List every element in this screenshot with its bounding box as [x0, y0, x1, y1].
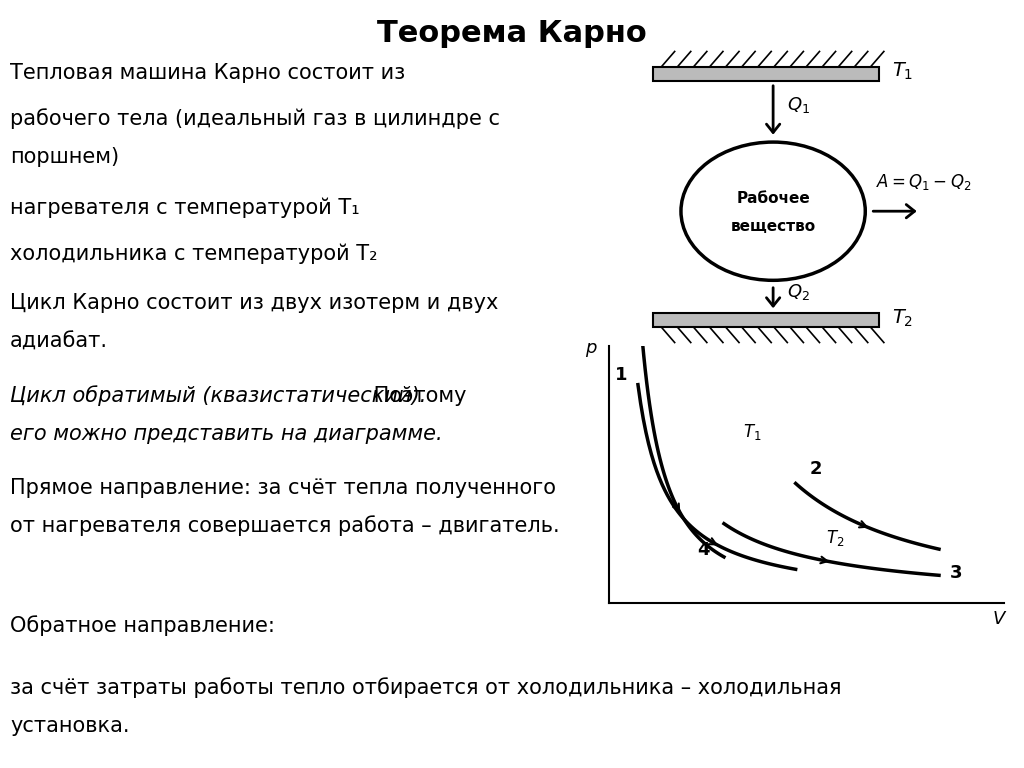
FancyArrowPatch shape	[766, 86, 780, 132]
Text: $V$: $V$	[992, 610, 1008, 628]
Bar	[653, 67, 879, 81]
Text: нагревателя с температурой Т₁: нагревателя с температурой Т₁	[10, 197, 359, 217]
Text: $Q_2$: $Q_2$	[787, 282, 810, 303]
Text: 2: 2	[810, 460, 822, 478]
Bar	[653, 313, 879, 327]
Text: Рабочее: Рабочее	[736, 191, 810, 207]
Text: Прямое направление: за счёт тепла полученного: Прямое направление: за счёт тепла получе…	[10, 478, 556, 498]
Text: Теорема Карно: Теорема Карно	[377, 18, 647, 48]
Text: Цикл Карно состоит из двух изотерм и двух: Цикл Карно состоит из двух изотерм и дву…	[10, 293, 499, 313]
Text: его можно представить на диаграмме.: его можно представить на диаграмме.	[10, 424, 442, 444]
Text: вещество: вещество	[730, 219, 816, 234]
Text: Цикл обратимый (квазистатический).: Цикл обратимый (квазистатический).	[10, 385, 427, 406]
Text: установка.: установка.	[10, 716, 130, 736]
Text: адиабат.: адиабат.	[10, 332, 109, 352]
Text: поршнем): поршнем)	[10, 147, 120, 167]
Text: 1: 1	[614, 366, 627, 384]
Text: рабочего тела (идеальный газ в цилиндре с: рабочего тела (идеальный газ в цилиндре …	[10, 108, 501, 130]
Text: 3: 3	[950, 564, 963, 581]
Text: $T_2$: $T_2$	[892, 307, 913, 329]
Text: $p$: $p$	[585, 341, 598, 359]
Text: $T_1$: $T_1$	[743, 422, 762, 442]
Text: Тепловая машина Карно состоит из: Тепловая машина Карно состоит из	[10, 63, 406, 83]
Circle shape	[681, 142, 865, 280]
Text: $A=Q_1-Q_2$: $A=Q_1-Q_2$	[876, 172, 971, 192]
Text: Обратное направление:: Обратное направление:	[10, 615, 275, 637]
Text: холодильника с температурой Т₂: холодильника с температурой Т₂	[10, 243, 378, 263]
FancyArrowPatch shape	[766, 288, 780, 306]
Text: $Q_1$: $Q_1$	[787, 95, 811, 115]
Text: за счёт затраты работы тепло отбирается от холодильника – холодильная: за счёт затраты работы тепло отбирается …	[10, 677, 842, 698]
Text: $T_1$: $T_1$	[892, 61, 913, 82]
FancyArrowPatch shape	[873, 204, 914, 218]
Text: $T_2$: $T_2$	[826, 528, 844, 548]
Text: от нагревателя совершается работа – двигатель.: от нагревателя совершается работа – двиг…	[10, 515, 560, 537]
Text: 4: 4	[697, 541, 710, 558]
Text: Поэтому: Поэтому	[367, 386, 466, 406]
